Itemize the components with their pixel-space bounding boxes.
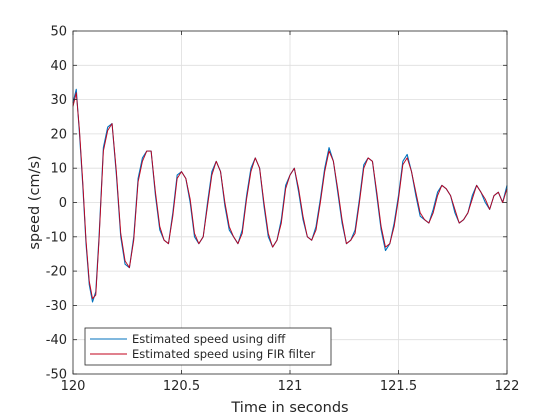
y-tick-label: 40 bbox=[50, 59, 67, 74]
legend-label: Estimated speed using FIR filter bbox=[132, 347, 316, 361]
y-tick-label: -30 bbox=[46, 299, 67, 314]
y-tick-label: 20 bbox=[50, 127, 67, 142]
x-tick-label: 120 bbox=[61, 379, 86, 394]
y-tick-label: -50 bbox=[46, 368, 67, 383]
y-tick-label: 30 bbox=[50, 93, 67, 108]
x-tick-label: 121.5 bbox=[380, 379, 417, 394]
series-line-fir bbox=[72, 92, 508, 299]
y-tick-label: -40 bbox=[46, 333, 67, 348]
y-tick-label: 0 bbox=[59, 196, 67, 211]
y-tick-label: -10 bbox=[46, 230, 67, 245]
series-layer bbox=[72, 88, 508, 303]
axis-ticks: 120 120.5 121 121.5 122 -50 -40 -30 -20 -10 0 10 20 3… bbox=[46, 25, 520, 395]
legend-box bbox=[84, 327, 332, 366]
series-line-diff bbox=[72, 88, 508, 303]
x-tick-label: 122 bbox=[495, 379, 520, 394]
x-axis-label: Time in seconds bbox=[230, 400, 348, 416]
y-tick-label: 50 bbox=[50, 25, 67, 40]
y-tick-label: 10 bbox=[50, 162, 67, 177]
x-tick-label: 121 bbox=[278, 379, 303, 394]
y-tick-label: -20 bbox=[46, 265, 67, 280]
y-axis-label: speed (cm/s) bbox=[27, 155, 43, 249]
x-tick-label: 120.5 bbox=[163, 379, 200, 394]
legend-label: Estimated speed using diff bbox=[132, 332, 286, 346]
